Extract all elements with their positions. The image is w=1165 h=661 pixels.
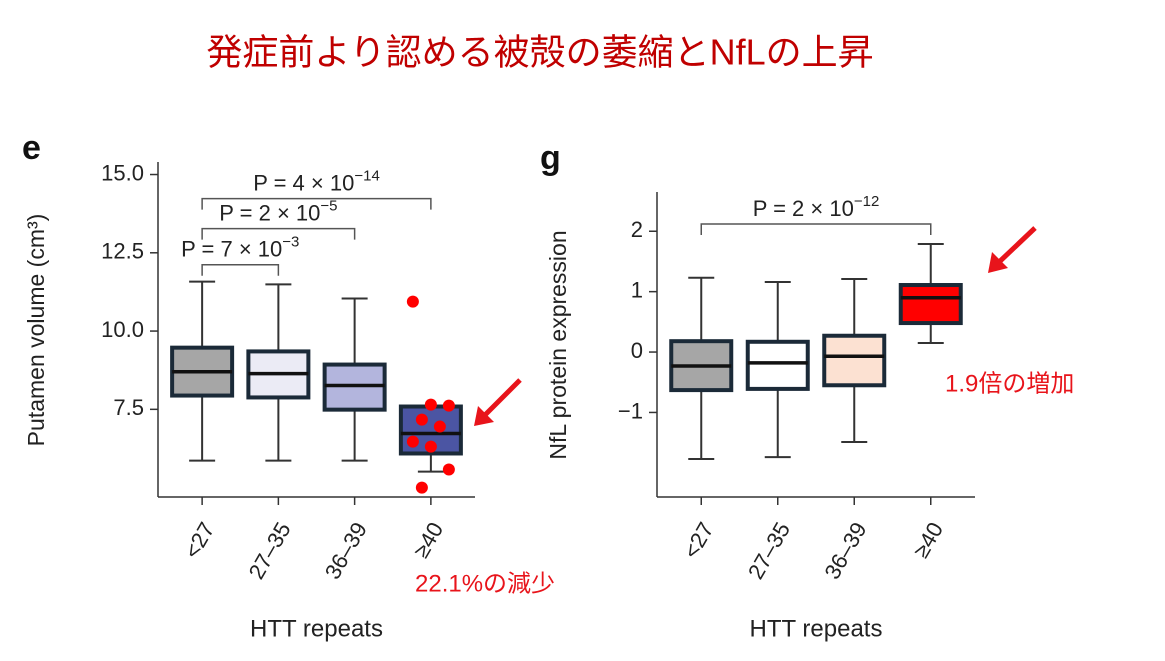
bracket [700, 223, 932, 236]
x-tick-label: <27 [678, 518, 718, 563]
box [898, 283, 963, 326]
box [822, 333, 887, 388]
x-tick-label: <27 [179, 518, 219, 563]
p-value: P = 2 × 10−5 [219, 198, 337, 226]
y-tick-label: 15.0 [101, 160, 144, 185]
x-axis-label: HTT repeats [250, 615, 383, 642]
y-tick-label: 12.5 [101, 239, 144, 264]
data-point [406, 295, 419, 308]
bracket [201, 197, 432, 210]
data-point [415, 413, 428, 426]
y-axis-label: NfL protein expression [545, 230, 571, 459]
p-value-text: P = 4 × 10 [253, 170, 354, 195]
slide-title: 発症前より認める被殻の萎縮とNfLの上昇 [206, 32, 873, 73]
x-tick-label: 27–35 [743, 518, 795, 583]
p-value: P = 7 × 10−3 [181, 234, 299, 262]
bracket [201, 227, 356, 240]
data-point [442, 463, 455, 476]
arrow-head [988, 252, 1008, 273]
data-point [415, 481, 428, 494]
p-value-text: P = 2 × 10 [219, 200, 320, 225]
data-point [442, 399, 455, 412]
y-tick-label: −1 [618, 398, 643, 423]
x-tick-label: 36–39 [320, 518, 372, 583]
box [745, 339, 810, 391]
bracket [201, 263, 280, 276]
arrow [995, 226, 1037, 266]
p-value: P = 4 × 10−14 [253, 168, 380, 196]
x-tick-label: 27–35 [243, 518, 295, 583]
y-tick-label: 10.0 [101, 317, 144, 342]
panel-letter: e [22, 129, 41, 167]
y-tick-label: 0 [631, 338, 643, 363]
x-tick-label: 36–39 [819, 518, 871, 583]
p-value: P = 2 × 10−12 [753, 193, 880, 221]
p-value-exponent: −14 [354, 168, 379, 185]
data-point [424, 398, 437, 411]
annotation: 22.1%の減少 [415, 570, 555, 597]
y-tick-label: 7.5 [113, 395, 144, 420]
y-tick-label: 1 [631, 277, 643, 302]
arrow [480, 378, 522, 420]
arrow-head [474, 406, 494, 426]
p-value-exponent: −5 [320, 198, 337, 215]
x-tick-label: ≥40 [908, 518, 948, 562]
p-value-exponent: −12 [854, 193, 879, 210]
data-point [433, 420, 446, 433]
data-point [406, 435, 419, 448]
annotation: 1.9倍の増加 [945, 370, 1074, 397]
p-value-exponent: −3 [282, 234, 299, 251]
x-tick-label: ≥40 [408, 518, 448, 562]
panel-letter: g [540, 139, 561, 177]
p-value-text: P = 7 × 10 [181, 237, 282, 262]
x-axis-label: HTT repeats [750, 615, 883, 642]
p-value-text: P = 2 × 10 [753, 196, 854, 221]
y-axis-label: Putamen volume (cm³) [23, 214, 49, 447]
y-tick-label: 2 [631, 217, 643, 242]
data-point [424, 440, 437, 453]
